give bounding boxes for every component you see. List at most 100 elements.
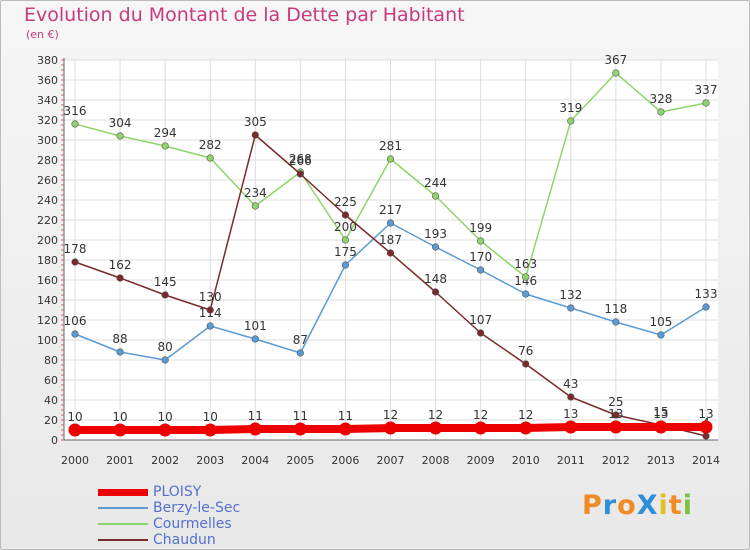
data-point [477, 329, 485, 337]
data-point [522, 290, 530, 298]
legend-item: Berzy-le-Sec [98, 500, 240, 516]
data-point [341, 261, 350, 269]
proxiti-logo: ProXiti [582, 490, 693, 521]
data-point [161, 142, 169, 150]
y-tick-label: 340 [37, 94, 58, 107]
data-label: 145 [154, 275, 177, 289]
data-point [71, 120, 79, 128]
data-point [429, 421, 443, 435]
logo-letter: o [617, 490, 637, 521]
data-label: 268 [289, 152, 312, 166]
data-point [657, 331, 665, 339]
data-point [158, 423, 172, 437]
data-label: 13 [563, 407, 578, 421]
data-point [251, 131, 259, 139]
data-point [341, 236, 350, 244]
data-point [477, 237, 485, 245]
data-label: 281 [379, 139, 402, 153]
x-tick-label: 2002 [151, 454, 179, 467]
x-tick-label: 2010 [512, 454, 540, 467]
x-tick-label: 2009 [467, 454, 495, 467]
data-label: 217 [379, 203, 402, 217]
legend-swatch [98, 539, 148, 541]
data-point [113, 423, 127, 437]
data-label: 266 [289, 154, 312, 168]
legend-swatch [98, 507, 148, 509]
data-label: 225 [334, 195, 357, 209]
data-point [248, 422, 262, 436]
data-label: 200 [334, 220, 357, 234]
x-tick-label: 2003 [196, 454, 224, 467]
data-label: 305 [244, 115, 267, 129]
data-point [612, 69, 620, 77]
logo-letter: i [658, 490, 669, 521]
data-point [251, 202, 259, 210]
data-point [206, 154, 214, 162]
data-label: 10 [158, 410, 173, 424]
logo-letter: r [602, 490, 618, 521]
data-label: 11 [293, 409, 308, 423]
data-point [116, 132, 124, 140]
data-point [293, 422, 307, 436]
data-point [657, 108, 665, 116]
data-point [431, 288, 440, 296]
y-tick-label: 360 [37, 74, 58, 87]
data-label: 328 [649, 92, 672, 106]
data-point [567, 117, 575, 125]
data-point [386, 219, 395, 227]
data-point [567, 393, 575, 401]
legend-item: PLOISY [98, 484, 240, 500]
data-label: 11 [338, 409, 353, 423]
chart-subtitle: (en €) [26, 28, 59, 41]
logo-letter: i [682, 490, 693, 521]
x-tick-label: 2012 [602, 454, 630, 467]
data-point [341, 211, 350, 219]
data-label: 118 [604, 302, 627, 316]
data-point [116, 348, 124, 356]
y-tick-label: 240 [37, 194, 58, 207]
data-point [203, 423, 217, 437]
data-label: 133 [695, 287, 718, 301]
data-label: 304 [109, 116, 132, 130]
data-point [116, 274, 124, 282]
data-point [564, 420, 578, 434]
data-point [567, 304, 575, 312]
y-tick-label: 180 [37, 254, 58, 267]
y-tick-label: 380 [37, 54, 58, 67]
data-point [251, 335, 259, 343]
logo-letter: X [636, 490, 659, 521]
data-point [206, 306, 214, 314]
data-label: 178 [64, 242, 87, 256]
data-label: 76 [518, 344, 533, 358]
y-tick-label: 0 [51, 434, 58, 447]
data-label: 107 [469, 313, 492, 327]
data-point [654, 420, 668, 434]
data-label: 11 [248, 409, 263, 423]
y-tick-label: 320 [37, 114, 58, 127]
y-tick-label: 300 [37, 134, 58, 147]
x-tick-label: 2013 [647, 454, 675, 467]
x-tick-label: 2014 [692, 454, 720, 467]
data-point [161, 291, 169, 299]
y-tick-label: 120 [37, 314, 58, 327]
legend-label: Chaudun [153, 532, 216, 548]
data-label: 234 [244, 186, 267, 200]
data-label: 162 [109, 258, 132, 272]
data-label: 337 [695, 83, 718, 97]
data-label: 15 [653, 405, 668, 419]
data-label: 106 [64, 314, 87, 328]
data-label: 294 [154, 126, 177, 140]
y-tick-label: 260 [37, 174, 58, 187]
data-point [431, 192, 440, 200]
data-point [71, 258, 79, 266]
data-label: 163 [514, 257, 537, 271]
y-tick-label: 140 [37, 294, 58, 307]
legend-item: Chaudun [98, 532, 240, 548]
data-label: 12 [518, 408, 533, 422]
data-label: 130 [199, 290, 222, 304]
y-tick-label: 20 [44, 414, 58, 427]
x-tick-label: 2005 [286, 454, 314, 467]
data-point [612, 318, 620, 326]
data-point [609, 420, 623, 434]
